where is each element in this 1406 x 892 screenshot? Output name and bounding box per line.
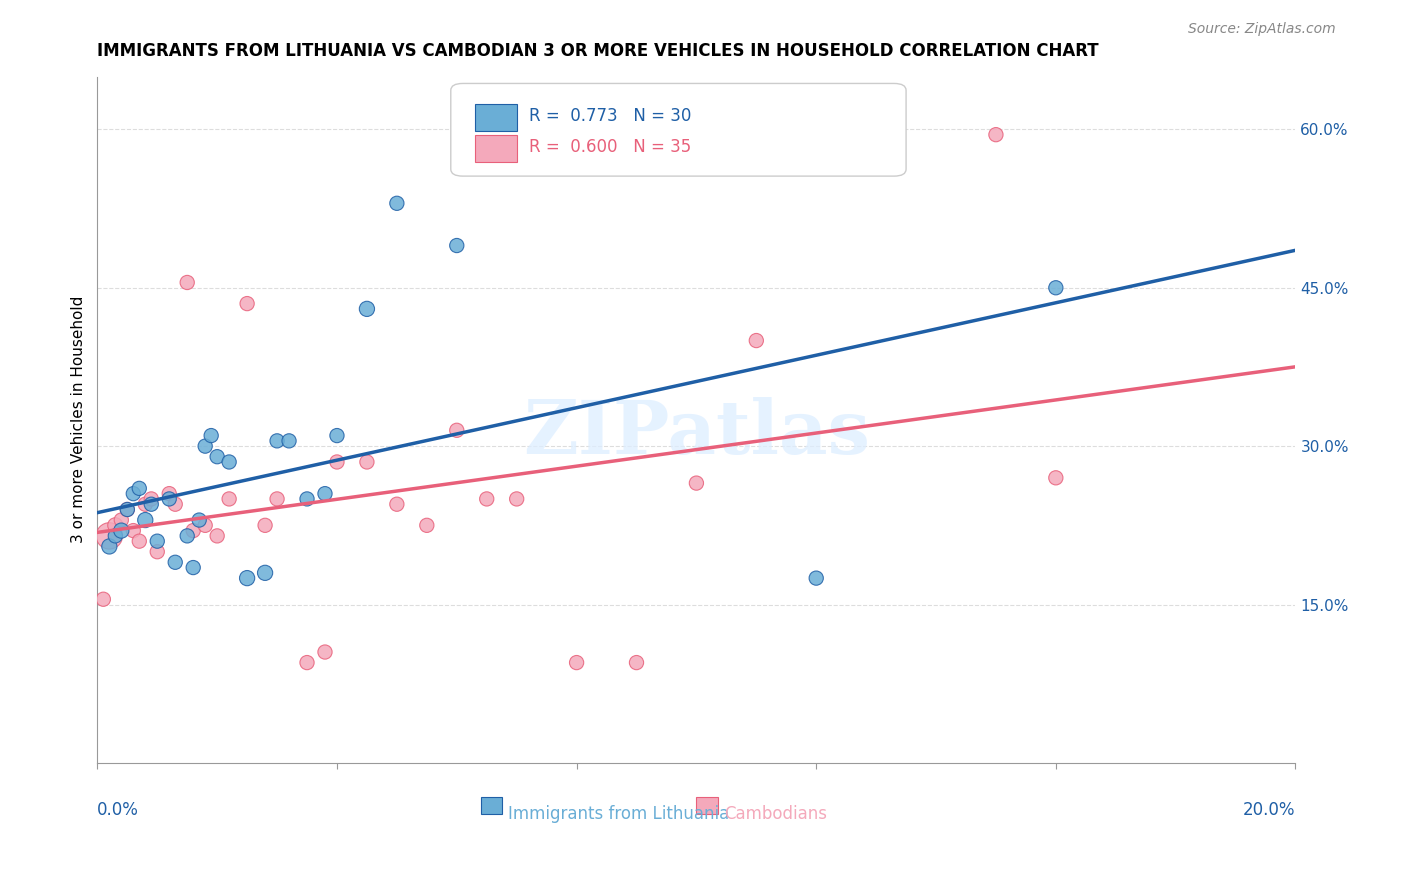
Point [254, 518, 277, 533]
Point [194, 439, 217, 453]
Point [1045, 281, 1067, 295]
Text: ZIPatlas: ZIPatlas [523, 397, 870, 470]
Point [128, 534, 150, 549]
Text: Source: ZipAtlas.com: Source: ZipAtlas.com [1188, 22, 1336, 37]
Point [165, 555, 187, 569]
Point [117, 502, 139, 516]
Point [266, 434, 288, 448]
Point [565, 656, 588, 670]
Point [188, 513, 211, 527]
Y-axis label: 3 or more Vehicles in Household: 3 or more Vehicles in Household [72, 296, 86, 543]
Point [194, 518, 217, 533]
Point [218, 491, 240, 506]
Point [314, 645, 336, 659]
Point [93, 592, 115, 607]
Point [146, 534, 169, 549]
Point [446, 423, 468, 437]
Point [254, 566, 277, 580]
Point [122, 486, 145, 500]
Bar [475, 135, 516, 162]
Point [98, 529, 121, 543]
Point [181, 524, 204, 538]
Point [200, 428, 222, 442]
Point [176, 529, 198, 543]
Point [104, 529, 127, 543]
Point [176, 276, 198, 290]
Point [236, 296, 259, 310]
Point [385, 196, 408, 211]
Point [110, 513, 132, 527]
Text: IMMIGRANTS FROM LITHUANIA VS CAMBODIAN 3 OR MORE VEHICLES IN HOUSEHOLD CORRELATI: IMMIGRANTS FROM LITHUANIA VS CAMBODIAN 3… [97, 42, 1099, 60]
Point [505, 491, 527, 506]
Point [205, 450, 228, 464]
Text: 20.0%: 20.0% [1243, 801, 1295, 819]
Point [205, 529, 228, 543]
Point [475, 491, 498, 506]
Point [236, 571, 259, 585]
Point [295, 656, 318, 670]
Point [326, 428, 349, 442]
Bar [696, 797, 718, 814]
Point [157, 486, 180, 500]
Point [134, 513, 156, 527]
Point [356, 301, 378, 316]
Text: R =  0.773   N = 30: R = 0.773 N = 30 [529, 107, 690, 125]
Point [446, 238, 468, 252]
Bar [475, 104, 516, 131]
Point [385, 497, 408, 511]
Text: Immigrants from Lithuania: Immigrants from Lithuania [509, 805, 730, 823]
Point [165, 497, 187, 511]
Point [141, 497, 163, 511]
Point [1045, 471, 1067, 485]
Point [181, 560, 204, 574]
Bar [481, 797, 502, 814]
Point [745, 334, 768, 348]
Point [356, 455, 378, 469]
Point [984, 128, 1007, 142]
Point [128, 482, 150, 496]
Point [806, 571, 828, 585]
Point [146, 545, 169, 559]
Point [278, 434, 301, 448]
Point [685, 476, 707, 491]
Point [122, 524, 145, 538]
Point [134, 497, 156, 511]
Point [626, 656, 648, 670]
Point [157, 491, 180, 506]
Point [266, 491, 288, 506]
Point [110, 524, 132, 538]
Point [295, 491, 318, 506]
Point [141, 491, 163, 506]
Text: R =  0.600   N = 35: R = 0.600 N = 35 [529, 137, 690, 155]
Point [416, 518, 439, 533]
Point [98, 540, 121, 554]
Point [104, 518, 127, 533]
Point [314, 486, 336, 500]
Point [326, 455, 349, 469]
FancyBboxPatch shape [451, 84, 905, 176]
Text: Cambodians: Cambodians [724, 805, 827, 823]
Point [218, 455, 240, 469]
Point [117, 502, 139, 516]
Text: 0.0%: 0.0% [97, 801, 139, 819]
